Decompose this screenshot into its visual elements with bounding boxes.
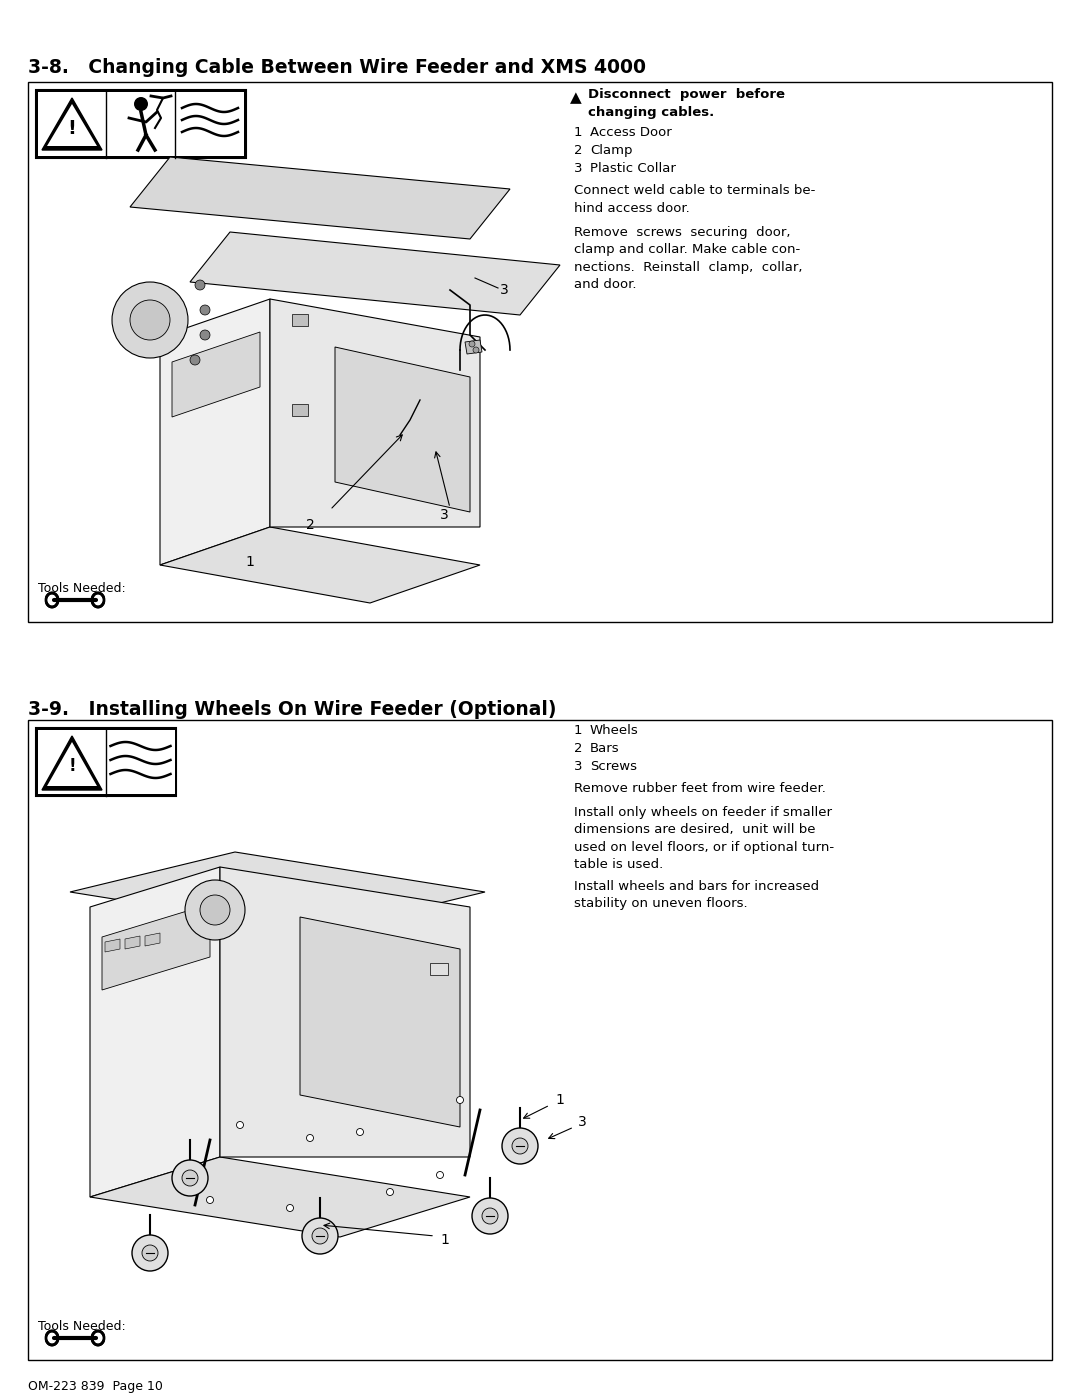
Circle shape [141,1245,158,1261]
Polygon shape [335,346,470,511]
Circle shape [134,96,148,110]
Polygon shape [48,742,97,787]
Text: 1: 1 [573,724,582,738]
Circle shape [307,1134,313,1141]
Polygon shape [220,868,470,1157]
Text: 3: 3 [578,1115,586,1129]
Circle shape [206,1196,214,1203]
Polygon shape [465,339,482,353]
Text: 1: 1 [440,1234,449,1248]
Text: ▲: ▲ [570,89,582,105]
Text: 2: 2 [573,144,582,156]
Text: 3-9.   Installing Wheels On Wire Feeder (Optional): 3-9. Installing Wheels On Wire Feeder (O… [28,700,556,719]
Polygon shape [48,103,97,147]
Circle shape [457,1097,463,1104]
Text: Access Door: Access Door [590,126,672,138]
Circle shape [130,300,170,339]
Polygon shape [130,156,510,239]
Circle shape [237,1122,243,1129]
Circle shape [185,880,245,940]
Polygon shape [145,933,160,946]
Circle shape [112,282,188,358]
Text: 3-8.   Changing Cable Between Wire Feeder and XMS 4000: 3-8. Changing Cable Between Wire Feeder … [28,59,646,77]
Polygon shape [42,98,102,149]
Circle shape [502,1127,538,1164]
Bar [36,89,246,158]
Circle shape [482,1208,498,1224]
Text: !: ! [68,119,77,137]
Text: Connect weld cable to terminals be-
hind access door.: Connect weld cable to terminals be- hind… [573,184,815,215]
Polygon shape [160,299,270,564]
Circle shape [200,330,210,339]
Circle shape [132,1235,168,1271]
Circle shape [286,1204,294,1211]
Text: 1: 1 [245,555,255,569]
Polygon shape [105,939,120,951]
Circle shape [473,346,480,353]
Text: Clamp: Clamp [590,144,633,156]
Circle shape [469,341,475,346]
Polygon shape [42,736,102,789]
Text: Install wheels and bars for increased
stability on uneven floors.: Install wheels and bars for increased st… [573,880,819,911]
Text: Tools Needed:: Tools Needed: [38,583,125,595]
Circle shape [312,1228,328,1243]
Polygon shape [90,868,220,1197]
Circle shape [195,279,205,291]
Polygon shape [70,852,485,932]
Text: 1: 1 [555,1092,564,1106]
Bar [292,314,308,326]
Text: Disconnect  power  before
changing cables.: Disconnect power before changing cables. [588,88,785,119]
Bar [107,731,175,793]
Text: 2: 2 [573,742,582,754]
Bar [28,82,1052,622]
Polygon shape [300,916,460,1127]
Text: 1: 1 [573,126,582,138]
Text: 3: 3 [573,760,582,773]
Polygon shape [270,299,480,527]
Text: 3: 3 [500,284,509,298]
Text: Screws: Screws [590,760,637,773]
Circle shape [387,1189,393,1196]
Text: Remove rubber feet from wire feeder.: Remove rubber feet from wire feeder. [573,782,826,795]
Text: Remove  screws  securing  door,
clamp and collar. Make cable con-
nections.  Rei: Remove screws securing door, clamp and c… [573,226,802,292]
Polygon shape [125,936,140,949]
Text: OM-223 839  Page 10: OM-223 839 Page 10 [28,1380,163,1393]
Circle shape [200,305,210,314]
Circle shape [512,1139,528,1154]
Polygon shape [102,904,210,990]
Text: Install only wheels on feeder if smaller
dimensions are desired,  unit will be
u: Install only wheels on feeder if smaller… [573,806,834,872]
Text: 3: 3 [440,509,449,522]
Circle shape [436,1172,444,1179]
Circle shape [472,1199,508,1234]
Bar [430,963,448,975]
Bar [36,728,176,796]
Text: Plastic Collar: Plastic Collar [590,162,676,175]
Polygon shape [172,332,260,416]
Bar [38,731,106,793]
Text: Tools Needed:: Tools Needed: [38,1320,125,1333]
Circle shape [190,355,200,365]
Text: Wheels: Wheels [590,724,638,738]
Bar [28,719,1052,1361]
Text: 3: 3 [573,162,582,175]
Polygon shape [160,527,480,604]
Bar [292,404,308,416]
Text: Bars: Bars [590,742,620,754]
Bar [107,92,175,156]
Circle shape [172,1160,208,1196]
Text: 2: 2 [307,518,315,532]
Bar [176,92,244,156]
Circle shape [183,1171,198,1186]
Bar [38,92,106,156]
Circle shape [356,1129,364,1136]
Text: !: ! [68,757,76,775]
Polygon shape [90,1157,470,1236]
Circle shape [200,895,230,925]
Polygon shape [190,232,561,314]
Circle shape [302,1218,338,1255]
